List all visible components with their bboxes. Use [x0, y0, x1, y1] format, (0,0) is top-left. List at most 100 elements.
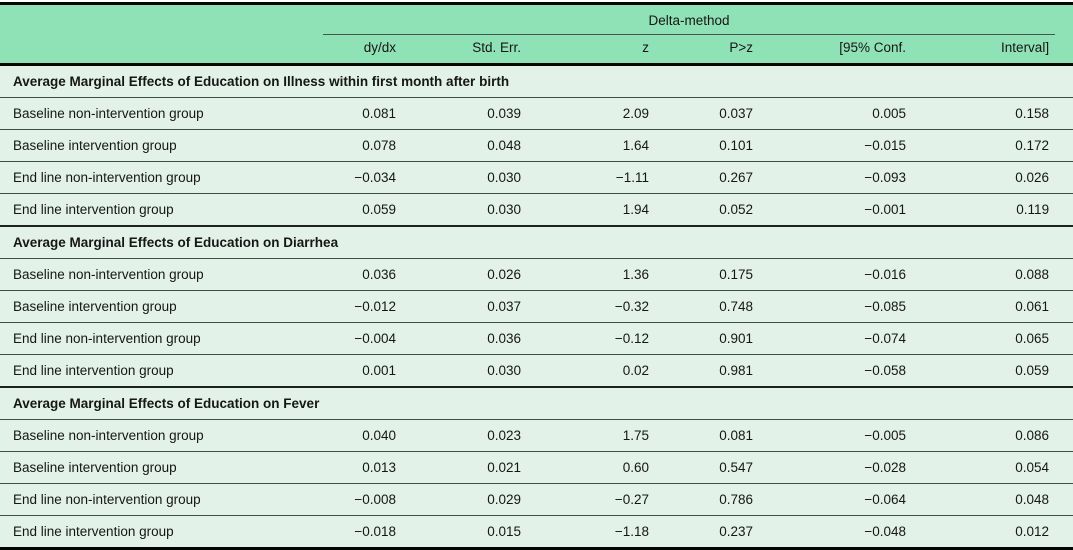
cell-z: −1.18	[545, 515, 673, 549]
table-row: End line intervention group 0.059 0.030 …	[0, 193, 1073, 226]
column-header-conf-low: [95% Conf.	[777, 35, 930, 66]
spanner-spacer	[0, 3, 315, 35]
cell-conf-high: 0.026	[930, 161, 1073, 194]
row-label: End line intervention group	[0, 193, 315, 226]
cell-conf-high: 0.086	[930, 419, 1073, 452]
cell-conf-low: −0.074	[777, 322, 930, 355]
cell-std-err: 0.030	[420, 161, 545, 194]
cell-std-err: 0.030	[420, 193, 545, 226]
row-label: End line non-intervention group	[0, 322, 315, 355]
cell-std-err: 0.039	[420, 97, 545, 130]
table-row: End line intervention group 0.001 0.030 …	[0, 354, 1073, 387]
cell-dydx: 0.081	[315, 97, 420, 130]
cell-conf-low: −0.015	[777, 129, 930, 162]
cell-p-gt-z: 0.981	[673, 354, 777, 387]
table-row: Baseline non-intervention group 0.040 0.…	[0, 419, 1073, 452]
column-header-z: z	[545, 35, 673, 66]
cell-conf-high: 0.048	[930, 483, 1073, 516]
cell-dydx: −0.034	[315, 161, 420, 194]
table-row: End line non-intervention group −0.004 0…	[0, 322, 1073, 355]
row-label: Baseline intervention group	[0, 451, 315, 484]
section-title: Average Marginal Effects of Education on…	[0, 386, 1073, 420]
cell-std-err: 0.036	[420, 322, 545, 355]
cell-dydx: −0.018	[315, 515, 420, 549]
table-row: Baseline intervention group 0.078 0.048 …	[0, 129, 1073, 162]
cell-p-gt-z: 0.175	[673, 258, 777, 291]
table-row: Baseline intervention group 0.013 0.021 …	[0, 451, 1073, 484]
table-row: End line non-intervention group −0.034 0…	[0, 161, 1073, 194]
row-label: End line non-intervention group	[0, 483, 315, 516]
cell-dydx: −0.008	[315, 483, 420, 516]
cell-conf-low: −0.048	[777, 515, 930, 549]
cell-dydx: 0.059	[315, 193, 420, 226]
section-title: Average Marginal Effects of Education on…	[0, 63, 1073, 98]
table-row: End line non-intervention group −0.008 0…	[0, 483, 1073, 516]
cell-conf-high: 0.065	[930, 322, 1073, 355]
table-row: Baseline intervention group −0.012 0.037…	[0, 290, 1073, 323]
cell-conf-low: −0.085	[777, 290, 930, 323]
cell-z: −1.11	[545, 161, 673, 194]
cell-conf-low: −0.028	[777, 451, 930, 484]
cell-conf-high: 0.172	[930, 129, 1073, 162]
cell-std-err: 0.030	[420, 354, 545, 387]
column-header-std-err: Std. Err.	[420, 35, 545, 66]
cell-p-gt-z: 0.547	[673, 451, 777, 484]
label-column-header	[0, 35, 315, 66]
row-label: End line non-intervention group	[0, 161, 315, 194]
cell-std-err: 0.029	[420, 483, 545, 516]
cell-p-gt-z: 0.748	[673, 290, 777, 323]
cell-p-gt-z: 0.901	[673, 322, 777, 355]
spanner-label: Delta-method	[323, 5, 1056, 35]
cell-z: 1.64	[545, 129, 673, 162]
column-header-dydx: dy/dx	[315, 35, 420, 66]
cell-z: 0.60	[545, 451, 673, 484]
table-row: Baseline non-intervention group 0.081 0.…	[0, 97, 1073, 130]
cell-p-gt-z: 0.786	[673, 483, 777, 516]
section-title-row-diarrhea: Average Marginal Effects of Education on…	[0, 225, 1073, 259]
cell-conf-high: 0.054	[930, 451, 1073, 484]
cell-std-err: 0.026	[420, 258, 545, 291]
row-label: Baseline intervention group	[0, 129, 315, 162]
spanner-row: Delta-method	[0, 3, 1073, 35]
cell-z: 1.75	[545, 419, 673, 452]
cell-std-err: 0.015	[420, 515, 545, 549]
cell-conf-high: 0.012	[930, 515, 1073, 549]
cell-dydx: 0.036	[315, 258, 420, 291]
section-title-row-fever: Average Marginal Effects of Education on…	[0, 386, 1073, 420]
table-body: Average Marginal Effects of Education on…	[0, 63, 1073, 549]
spanner-cell: Delta-method	[315, 3, 1073, 35]
column-header-row: dy/dx Std. Err. z P>z [95% Conf. Interva…	[0, 35, 1073, 66]
cell-p-gt-z: 0.101	[673, 129, 777, 162]
cell-conf-high: 0.158	[930, 97, 1073, 130]
cell-conf-high: 0.061	[930, 290, 1073, 323]
cell-conf-high: 0.119	[930, 193, 1073, 226]
cell-z: −0.12	[545, 322, 673, 355]
cell-conf-low: −0.058	[777, 354, 930, 387]
row-label: End line intervention group	[0, 354, 315, 387]
cell-z: −0.32	[545, 290, 673, 323]
cell-conf-low: −0.016	[777, 258, 930, 291]
cell-dydx: 0.040	[315, 419, 420, 452]
column-header-conf-high: Interval]	[930, 35, 1073, 66]
cell-p-gt-z: 0.267	[673, 161, 777, 194]
cell-std-err: 0.037	[420, 290, 545, 323]
cell-p-gt-z: 0.052	[673, 193, 777, 226]
row-label: Baseline non-intervention group	[0, 258, 315, 291]
cell-conf-low: −0.064	[777, 483, 930, 516]
row-label: Baseline intervention group	[0, 290, 315, 323]
row-label: Baseline non-intervention group	[0, 97, 315, 130]
cell-std-err: 0.021	[420, 451, 545, 484]
cell-conf-high: 0.088	[930, 258, 1073, 291]
table-row: End line intervention group −0.018 0.015…	[0, 515, 1073, 549]
cell-dydx: 0.001	[315, 354, 420, 387]
cell-conf-high: 0.059	[930, 354, 1073, 387]
cell-p-gt-z: 0.081	[673, 419, 777, 452]
cell-z: 2.09	[545, 97, 673, 130]
cell-dydx: −0.004	[315, 322, 420, 355]
cell-conf-low: −0.001	[777, 193, 930, 226]
column-header-p-gt-z: P>z	[673, 35, 777, 66]
cell-dydx: 0.013	[315, 451, 420, 484]
cell-dydx: 0.078	[315, 129, 420, 162]
